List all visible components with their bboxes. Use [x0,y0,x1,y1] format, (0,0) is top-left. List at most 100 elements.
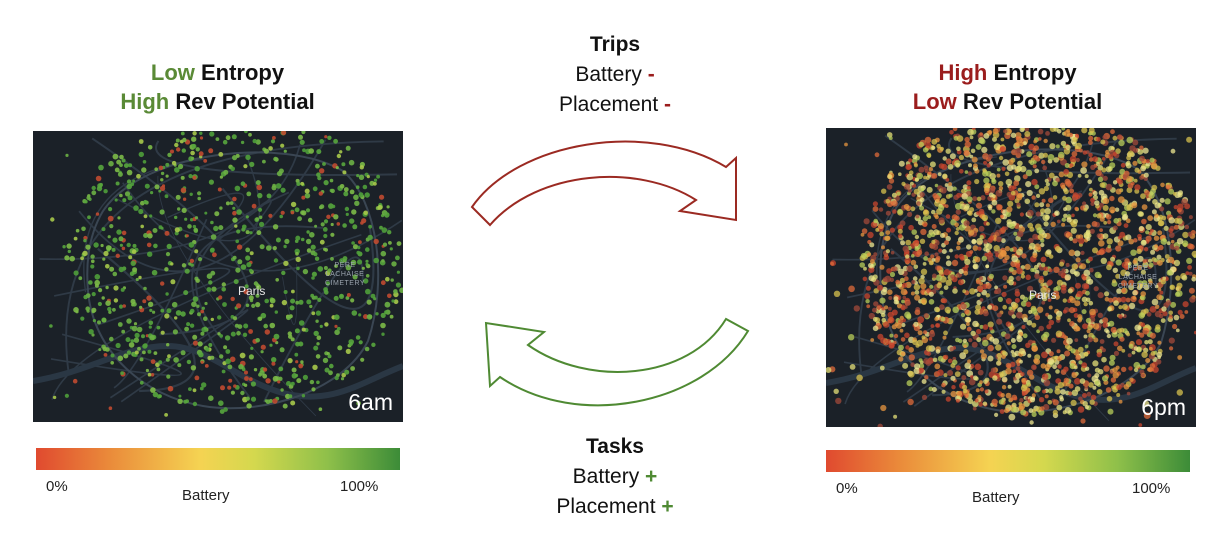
scooter-dot [319,168,325,174]
scooter-dot [1084,385,1089,390]
scooter-dot [296,266,300,271]
map-6am: Paris PÈRE LACHAISE CIMETERY 6am [33,131,403,422]
scooter-dot [243,164,248,169]
scooter-dot [959,224,966,231]
scooter-dot [1093,286,1099,292]
scooter-dot [1066,217,1072,223]
scooter-dot [1043,404,1050,411]
scooter-dot [1077,346,1084,353]
scooter-dot [244,284,249,289]
scooter-dot [1009,247,1014,252]
scooter-dot [1087,278,1094,285]
scooter-dot [923,330,928,335]
scooter-dot [355,335,361,340]
scooter-dot [1080,167,1087,174]
map-road [50,333,182,377]
scooter-dot [1101,356,1107,363]
scooter-dot [72,378,78,384]
scooter-dot [1170,239,1175,244]
scooter-dot [131,249,137,254]
scooter-dot [197,257,203,262]
scooter-dot [248,295,254,301]
scooter-dot [962,384,968,390]
scooter-dot [348,342,353,346]
scooter-dot [1112,225,1118,231]
scooter-dot [1176,389,1183,396]
scooter-dot [333,295,339,301]
scooter-dot [1125,271,1131,277]
scooter-dot [1061,222,1066,227]
scooter-dot [315,319,319,323]
scooter-dot [1063,366,1069,372]
scooter-dot [1082,393,1087,398]
scooter-dot [885,338,891,345]
scooter-dot [1072,137,1078,143]
scooter-dot [119,163,123,167]
scooter-dot [1187,231,1193,237]
scooter-dot [867,231,874,239]
scooter-dot [888,178,895,184]
scooter-dot [982,168,987,173]
scooter-dot [249,268,253,273]
scooter-dot [199,386,204,391]
scooter-dot [210,317,214,322]
scooter-dot [306,230,310,234]
left-title-accent2: High [120,89,170,114]
scooter-dot [1032,252,1038,258]
scooter-dot [1128,366,1133,371]
scooter-dot [197,191,202,196]
scooter-dot [1145,224,1152,231]
scooter-dot [324,367,330,373]
scooter-dot [1084,174,1089,179]
scooter-dot [340,377,345,381]
scooter-dot [974,376,979,381]
scooter-dot [253,368,258,372]
scooter-dot [140,224,144,229]
scooter-dot [381,259,385,263]
scooter-dot [1102,233,1109,239]
scooter-dot [246,191,252,197]
scooter-dot [1186,257,1193,264]
scooter-dot [981,289,987,296]
scooter-dot [1076,290,1083,298]
scooter-dot [128,163,133,168]
scooter-dot [924,251,929,256]
scooter-dot [1015,136,1020,141]
scooter-dot [109,224,114,229]
scooter-dot [928,386,934,392]
scooter-dot [119,154,124,160]
scooter-dot [301,327,306,332]
left-scale-label: Battery [182,487,230,504]
scooter-dot [944,240,949,246]
scooter-dot [983,187,990,194]
scooter-dot [323,266,328,270]
scooter-dot [237,324,243,329]
scooter-dot [290,298,296,304]
scooter-dot [197,341,203,347]
scooter-dot [1080,418,1086,424]
scooter-dot [1151,184,1158,191]
scooter-dot [142,343,148,349]
scooter-dot [1016,362,1021,366]
scooter-dot [1164,254,1170,259]
scooter-dot [1010,406,1017,413]
scooter-dot [234,224,238,228]
scooter-dot [278,376,283,381]
map-road [51,233,362,400]
right-title-line2: Low Rev Potential [820,87,1195,116]
map-left-dots [49,131,403,417]
scooter-dot [1072,197,1077,202]
scooter-dot [90,254,95,259]
scooter-dot [1047,314,1053,320]
scooter-dot [147,349,152,354]
scooter-dot [1039,275,1044,281]
scooter-dot [240,390,245,396]
scooter-dot [154,167,158,171]
scooter-dot [1006,279,1011,284]
scooter-dot [1186,136,1193,143]
scooter-dot [1013,231,1018,236]
scooter-dot [1098,240,1105,247]
scooter-dot [862,276,868,282]
scooter-dot [1075,354,1081,361]
scooter-dot [1110,129,1115,135]
